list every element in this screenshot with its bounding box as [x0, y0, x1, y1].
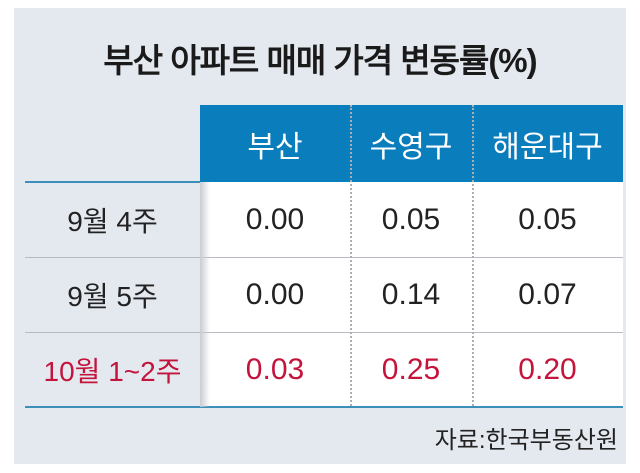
row-divider	[25, 257, 623, 258]
column-header: 부산	[200, 105, 350, 182]
table-cell: 0.03	[200, 332, 350, 407]
column-divider	[472, 105, 474, 406]
table-cell: 0.00	[200, 182, 350, 257]
table-bottom-line	[25, 406, 623, 408]
table-cell: 0.00	[200, 257, 350, 332]
table-cell: 0.14	[350, 257, 472, 332]
column-header: 해운대구	[472, 105, 623, 182]
chart-title: 부산 아파트 매매 가격 변동률(%)	[103, 42, 537, 79]
table-cell: 0.05	[472, 182, 623, 257]
header-divider	[25, 181, 200, 183]
table-cell: 0.07	[472, 257, 623, 332]
row-label: 10월 1~2주	[43, 355, 182, 387]
row-label: 9월 5주	[67, 280, 158, 312]
source-note: 자료:한국부동산원	[434, 427, 618, 454]
column-divider	[350, 105, 352, 406]
row-divider	[25, 332, 623, 333]
table-cell: 0.25	[350, 332, 472, 407]
row-label: 9월 4주	[67, 205, 158, 237]
table-cell: 0.20	[472, 332, 623, 407]
column-shadow	[200, 182, 210, 407]
column-header: 수영구	[350, 105, 472, 182]
table-cell: 0.05	[350, 182, 472, 257]
